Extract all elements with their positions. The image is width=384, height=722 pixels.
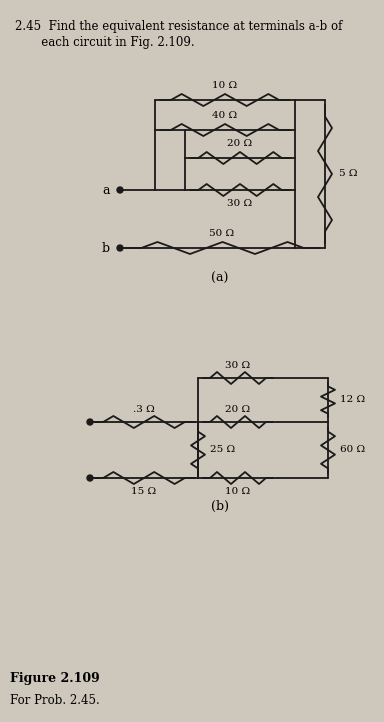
Text: 10 Ω: 10 Ω bbox=[212, 82, 238, 90]
Circle shape bbox=[117, 187, 123, 193]
Text: 15 Ω: 15 Ω bbox=[131, 487, 157, 495]
Circle shape bbox=[117, 245, 123, 251]
Circle shape bbox=[87, 475, 93, 481]
Text: b: b bbox=[102, 241, 110, 254]
Text: 20 Ω: 20 Ω bbox=[227, 139, 253, 149]
Text: Figure 2.109: Figure 2.109 bbox=[10, 672, 100, 685]
Circle shape bbox=[87, 419, 93, 425]
Text: For Prob. 2.45.: For Prob. 2.45. bbox=[10, 694, 100, 707]
Text: 30 Ω: 30 Ω bbox=[227, 199, 253, 209]
Text: (b): (b) bbox=[211, 500, 229, 513]
Text: 60 Ω: 60 Ω bbox=[340, 445, 365, 455]
Text: 30 Ω: 30 Ω bbox=[225, 360, 251, 370]
Text: 20 Ω: 20 Ω bbox=[225, 404, 251, 414]
Text: 40 Ω: 40 Ω bbox=[212, 111, 238, 121]
Text: 12 Ω: 12 Ω bbox=[340, 396, 365, 404]
Text: 10 Ω: 10 Ω bbox=[225, 487, 251, 495]
Text: 50 Ω: 50 Ω bbox=[209, 230, 235, 238]
Text: a: a bbox=[103, 183, 110, 196]
Text: 2.45  Find the equivalent resistance at terminals a-b of: 2.45 Find the equivalent resistance at t… bbox=[15, 20, 343, 33]
Text: 25 Ω: 25 Ω bbox=[210, 445, 235, 455]
Text: each circuit in Fig. 2.109.: each circuit in Fig. 2.109. bbox=[15, 36, 195, 49]
Text: (a): (a) bbox=[211, 272, 229, 285]
Text: 5 Ω: 5 Ω bbox=[339, 170, 358, 178]
Text: .3 Ω: .3 Ω bbox=[133, 404, 155, 414]
